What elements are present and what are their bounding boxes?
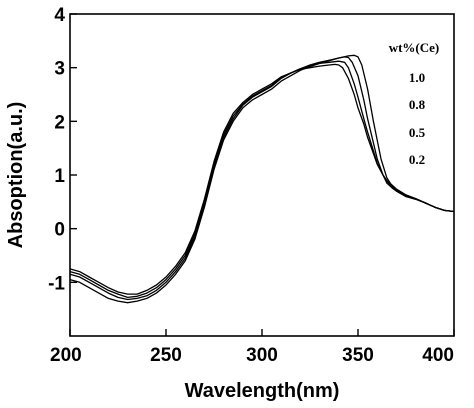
x-axis-ticks: 200 250 300 350 400 bbox=[50, 329, 455, 366]
x-tick-label: 200 bbox=[50, 345, 82, 366]
y-tick-label: -1 bbox=[48, 273, 65, 294]
series-line-0-2 bbox=[69, 63, 455, 295]
legend-entry-0-2: 0.2 bbox=[409, 152, 425, 167]
legend-entry-0-5: 0.5 bbox=[409, 125, 426, 140]
x-tick-label: 400 bbox=[422, 345, 454, 366]
legend-entry-1-0: 1.0 bbox=[409, 70, 425, 85]
x-axis-title: Wavelength(nm) bbox=[185, 380, 340, 402]
y-axis-title: Absoption(a.u.) bbox=[5, 102, 27, 249]
legend: wt%(Ce) 1.0 0.8 0.5 0.2 bbox=[389, 40, 440, 167]
x-tick-label: 350 bbox=[342, 345, 374, 366]
x-tick-label: 300 bbox=[246, 345, 278, 366]
x-tick-label: 250 bbox=[150, 345, 182, 366]
y-tick-label: 3 bbox=[54, 59, 65, 80]
y-tick-label: 1 bbox=[54, 166, 65, 187]
y-tick-label: 4 bbox=[54, 5, 65, 26]
y-tick-label: 2 bbox=[54, 112, 65, 133]
series-line-0-5 bbox=[69, 60, 455, 299]
y-tick-label: 0 bbox=[54, 220, 65, 241]
y-axis-ticks: -1 0 1 2 3 4 bbox=[48, 5, 77, 294]
legend-title: wt%(Ce) bbox=[389, 40, 440, 55]
plot-frame bbox=[69, 13, 455, 337]
series-lines bbox=[69, 54, 455, 304]
series-line-0-8 bbox=[69, 56, 455, 301]
legend-entry-0-8: 0.8 bbox=[409, 97, 426, 112]
